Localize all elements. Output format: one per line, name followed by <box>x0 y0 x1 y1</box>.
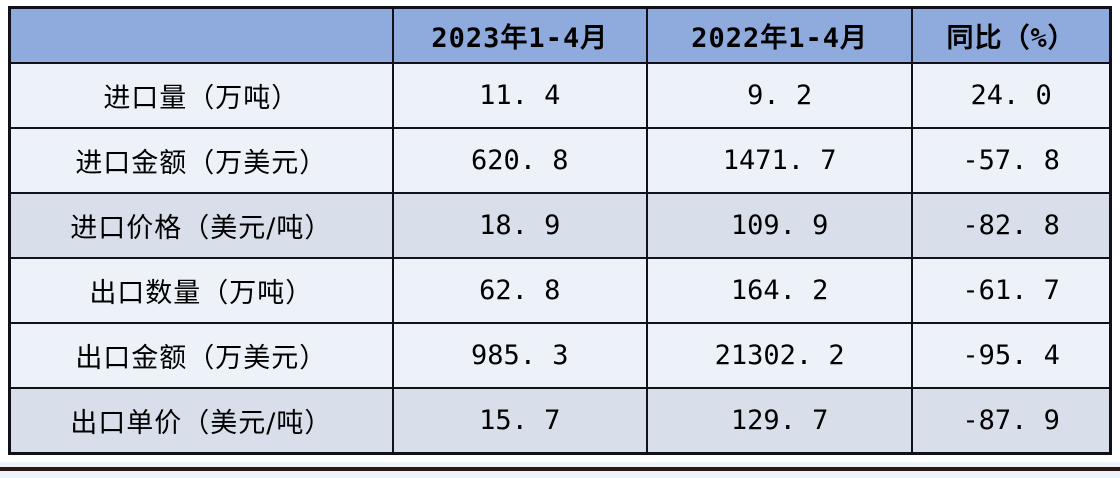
cell-yoy-value: -57. 8 <box>911 127 1112 194</box>
cell-2023-value: 620. 8 <box>391 127 648 194</box>
table-row-export-amount: 出口金额（万美元） 985. 3 21302. 2 -95. 4 <box>8 322 1112 389</box>
row-label: 进口量（万吨） <box>8 62 394 129</box>
row-label: 进口金额（万美元） <box>8 127 394 194</box>
cell-2022-value: 21302. 2 <box>645 322 914 389</box>
cell-2023-value: 62. 8 <box>391 257 648 324</box>
header-empty-cell <box>8 6 394 64</box>
header-row: 2023年1-4月 2022年1-4月 同比（%） <box>8 6 1112 64</box>
table-row-import-amount: 进口金额（万美元） 620. 8 1471. 7 -57. 8 <box>8 127 1112 194</box>
cell-2023-value: 18. 9 <box>391 192 648 259</box>
cell-2022-value: 109. 9 <box>645 192 914 259</box>
row-label: 进口价格（美元/吨） <box>8 192 394 259</box>
trade-table-container: 2023年1-4月 2022年1-4月 同比（%） 进口量（万吨） 11. 4 … <box>8 6 1112 455</box>
trade-data-table: 2023年1-4月 2022年1-4月 同比（%） 进口量（万吨） 11. 4 … <box>8 6 1112 455</box>
row-label: 出口数量（万吨） <box>8 257 394 324</box>
bottom-red-strip <box>0 467 1120 471</box>
cell-2023-value: 15. 7 <box>391 387 648 455</box>
cell-2022-value: 1471. 7 <box>645 127 914 194</box>
cell-yoy-value: 24. 0 <box>911 62 1112 129</box>
cell-yoy-value: -82. 8 <box>911 192 1112 259</box>
table-row-import-price: 进口价格（美元/吨） 18. 9 109. 9 -82. 8 <box>8 192 1112 259</box>
cell-2022-value: 9. 2 <box>645 62 914 129</box>
header-yoy-percent: 同比（%） <box>911 6 1112 64</box>
row-label: 出口金额（万美元） <box>8 322 394 389</box>
cell-2023-value: 985. 3 <box>391 322 648 389</box>
cell-2022-value: 164. 2 <box>645 257 914 324</box>
cell-yoy-value: -87. 9 <box>911 387 1112 455</box>
header-2022-period: 2022年1-4月 <box>645 6 914 64</box>
cell-2022-value: 129. 7 <box>645 387 914 455</box>
cell-yoy-value: -95. 4 <box>911 322 1112 389</box>
table-row-export-unit-price: 出口单价（美元/吨） 15. 7 129. 7 -87. 9 <box>8 387 1112 455</box>
cell-2023-value: 11. 4 <box>391 62 648 129</box>
cell-yoy-value: -61. 7 <box>911 257 1112 324</box>
row-label: 出口单价（美元/吨） <box>8 387 394 455</box>
header-2023-period: 2023年1-4月 <box>391 6 648 64</box>
table-row-import-volume: 进口量（万吨） 11. 4 9. 2 24. 0 <box>8 62 1112 129</box>
table-row-export-volume: 出口数量（万吨） 62. 8 164. 2 -61. 7 <box>8 257 1112 324</box>
